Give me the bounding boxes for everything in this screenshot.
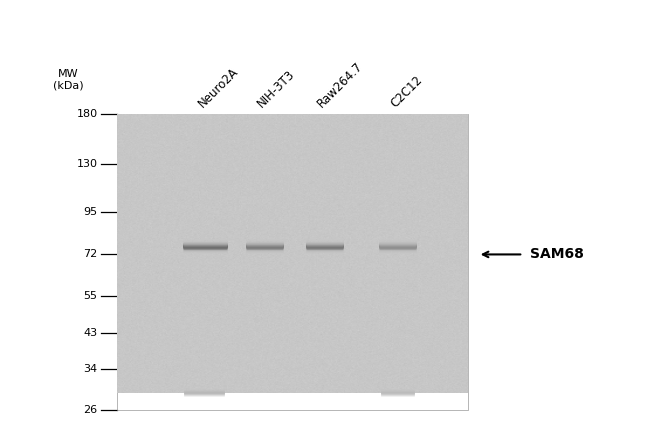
Text: 180: 180 [77,109,98,119]
Text: SAM68: SAM68 [530,247,584,261]
Text: 55: 55 [83,291,98,301]
Text: Neuro2A: Neuro2A [196,65,240,110]
Text: MW
(kDa): MW (kDa) [53,69,84,91]
Text: 26: 26 [83,405,98,415]
Text: NIH-3T3: NIH-3T3 [255,67,298,110]
Text: 34: 34 [83,364,98,374]
Text: 95: 95 [83,207,98,217]
Text: 72: 72 [83,250,98,259]
Bar [117,114,468,410]
Text: 130: 130 [77,159,98,169]
Text: C2C12: C2C12 [389,73,425,110]
Text: 43: 43 [83,328,98,338]
Text: Raw264.7: Raw264.7 [315,59,365,110]
